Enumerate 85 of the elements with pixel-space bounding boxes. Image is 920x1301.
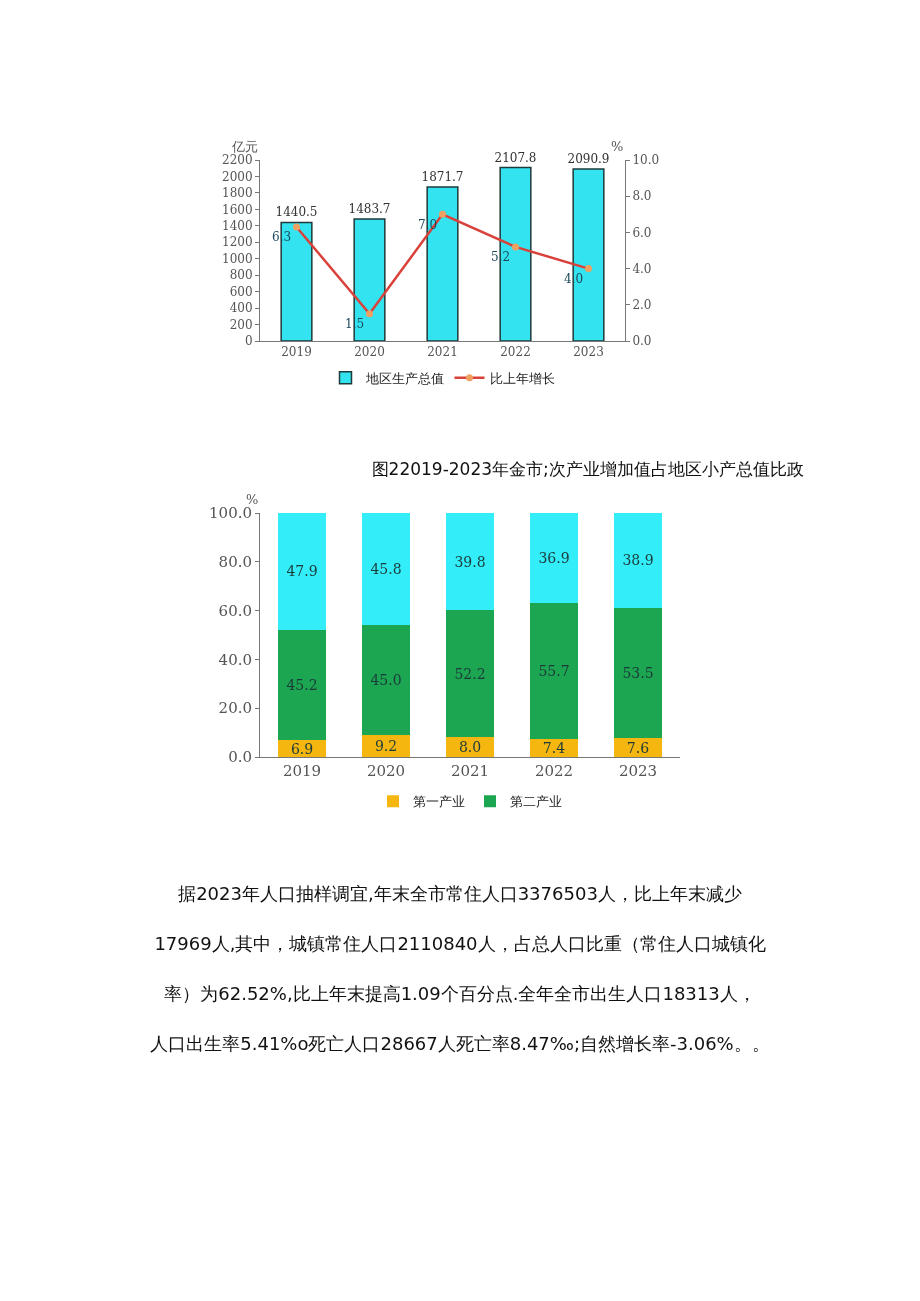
y2-tick-label: 0.0 [632,334,652,349]
data-label: 1871.7 [421,170,464,185]
x-tick-label: 2021 [450,762,490,780]
data-label: 52.2 [454,665,486,682]
x-tick-label: 2019 [282,762,322,780]
x-tick-label: 2020 [354,345,385,360]
bar [446,737,494,757]
data-label: 8.0 [458,739,482,756]
data-label: 39.8 [454,553,486,570]
y-tick-label: 600 [229,284,253,299]
x-tick-label: 2022 [500,345,531,360]
chart-title: 图22019-2023年金市;次产业增加值占地区小产总值比政 [371,459,804,480]
x-tick-label: 2022 [534,762,574,780]
data-label: 45.2 [286,677,318,694]
y2-tick-label: 4.0 [632,261,652,276]
data-label: 7.0 [418,217,438,232]
bar [362,624,410,735]
x-tick-label: 2023 [573,345,604,360]
bar [614,738,662,757]
x-tick-label: 2021 [427,345,458,360]
legend-label: 比上年增长 [489,370,555,386]
y-tick-label: 400 [229,301,253,316]
data-label: 55.7 [538,662,570,679]
y2-tick-label: 6.0 [632,225,652,240]
y-axis-title: % [246,492,259,507]
bar [446,610,494,738]
bar [530,738,578,757]
y-tick-label: 0.0 [228,748,252,767]
data-label: 1483.7 [348,201,391,216]
y-tick-label: 100.0 [209,504,252,523]
data-label: 7.4 [542,739,566,756]
data-label: 53.5 [622,665,654,682]
bar [362,734,410,757]
bar [278,513,326,630]
y-tick-label: 80.0 [218,553,252,572]
data-label: 6.3 [272,230,292,245]
legend-label: 第一产业 [413,794,465,810]
y2-tick-label: 8.0 [632,189,652,204]
bar [278,629,326,741]
data-label: 1.5 [345,317,365,332]
y-tick-label: 800 [229,268,253,283]
data-label: 2107.8 [494,150,537,165]
bar [614,513,662,608]
y-axis-title: 亿元 [231,139,258,154]
x-tick-label: 2023 [618,762,658,780]
legend-label: 地区生产总值 [364,370,444,386]
y-tick-label: 0 [244,334,253,349]
data-label: 47.9 [286,563,318,580]
y-tick-label: 1000 [222,251,253,266]
data-label: 9.2 [374,737,398,754]
bar [446,513,494,611]
y-tick-label: 1400 [222,219,253,234]
x-tick-label: 2020 [366,762,406,780]
data-label: 5.2 [491,250,511,265]
y2-tick-label: 2.0 [632,298,652,312]
data-label: 45.8 [370,560,402,577]
data-label: 6.9 [290,740,314,757]
text: 据2023年人口抽样调宜,年末全市常住人口3376503人，比上年末减少 [177,882,743,906]
text: 人口出生率5.41%o死亡人口28667人死亡率8.47‰;自然增长率-3.06%。。 [149,1032,771,1056]
text: 率）为62.52%,比上年末提高1.09个百分点.全年全市出生人口18313人， [163,982,757,1006]
y-tick-label: 60.0 [218,601,252,620]
data-label: 45.0 [370,671,402,688]
y-tick-label: 2200 [222,153,253,168]
y-tick-label: 20.0 [218,699,252,718]
y-tick-label: 1800 [222,186,253,201]
text: 17969人,其中，城镇常住人口2110840人，占总人口比重（常住人口城镇化 [153,932,767,956]
y-tick-label: 40.0 [218,650,252,669]
data-label: 4.0 [564,271,584,286]
y-tick-label: 1600 [222,202,253,217]
y2-axis-title: % [611,139,624,154]
bar [362,513,410,625]
legend-label: 第二产业 [510,794,562,810]
bar [530,513,578,604]
data-label: 2090.9 [567,151,610,166]
y2-tick-label: 10.0 [632,153,660,168]
bar [530,603,578,739]
y-tick-label: 200 [229,317,253,332]
data-label: 7.6 [626,739,650,756]
data-label: 1440.5 [275,205,318,220]
data-label: 36.9 [538,550,570,567]
y-tick-label: 2000 [222,169,253,184]
data-label: 38.9 [622,552,654,569]
y-tick-label: 1200 [222,235,253,250]
bar [614,607,662,739]
x-tick-label: 2019 [281,345,312,360]
